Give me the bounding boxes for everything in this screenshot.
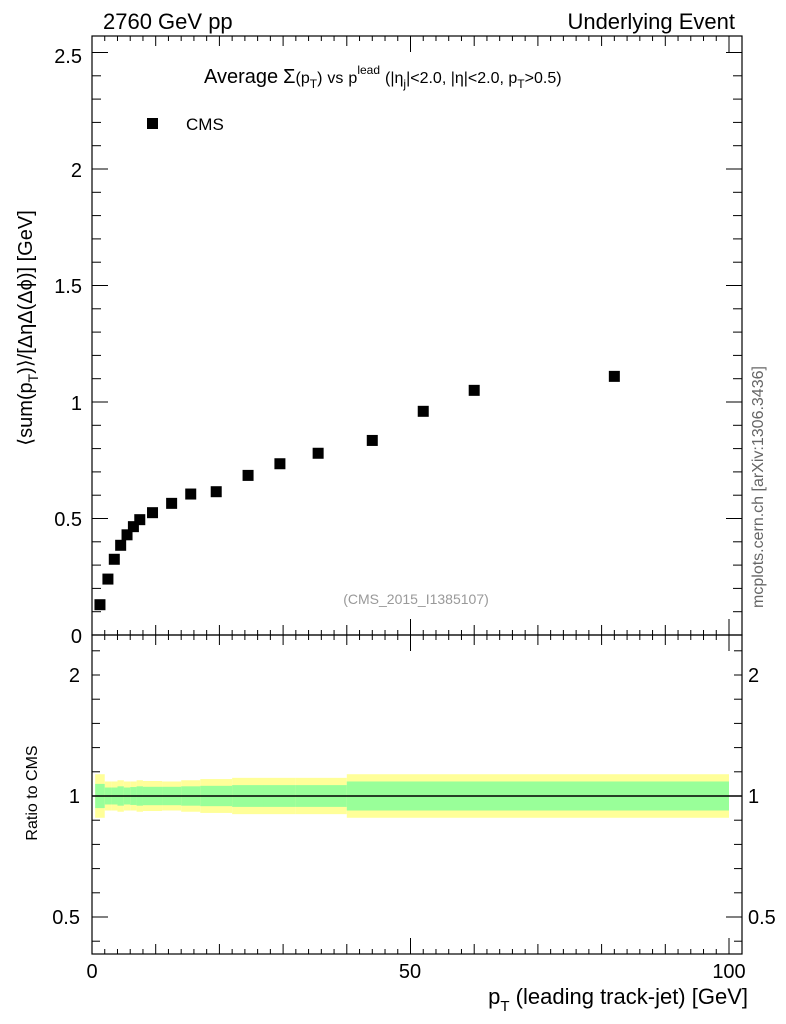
title-sub-j: j	[402, 77, 406, 91]
title-cond-end: >0.5)	[525, 70, 562, 87]
cms-data-point	[147, 507, 159, 519]
title-cond-open: (|η	[385, 70, 403, 87]
cms-data-point	[185, 488, 197, 500]
x-axis-label-pre: p	[488, 984, 500, 1009]
title-cond-mid: |<2.0, |η|<2.0, p	[406, 70, 517, 87]
legend-marker	[147, 118, 158, 129]
cms-data-point	[115, 539, 127, 551]
axis-ticks	[91, 36, 742, 954]
legend-label: CMS	[186, 115, 224, 134]
analysis-id-label: (CMS_2015_I1385107)	[343, 591, 489, 607]
chart-title: Average Σ(pT) vs plead (|ηj|<2.0, |η|<2.0, p…	[204, 63, 562, 91]
title-paren-open: (p	[296, 70, 310, 87]
cms-data-point	[366, 434, 378, 446]
ratio-y-tick-label: 1	[748, 786, 759, 808]
ratio-y-tick-labels-right: 0.5 1 2	[748, 665, 776, 929]
y-axis-label-pre: ⟨sum(p	[15, 382, 37, 445]
cms-data-point	[608, 370, 620, 382]
header-process-label: Underlying Event	[567, 9, 735, 34]
ratio-y-tick-labels-left: 0.5 1 2	[52, 665, 80, 929]
title-sigma: Σ	[283, 66, 295, 88]
title-average: Average	[204, 66, 278, 88]
cms-data-point	[166, 497, 178, 509]
y-tick-label: 0.5	[54, 509, 82, 531]
title-paren-close: )	[317, 70, 322, 87]
ratio-plot-frame	[91, 634, 743, 955]
ratio-y-tick-label: 2	[69, 665, 80, 687]
y-tick-label: 1	[71, 393, 82, 415]
x-axis-label: pT (leading track-jet) [GeV]	[488, 984, 748, 1015]
cms-data-point	[274, 458, 286, 470]
y-tick-label: 1.5	[54, 276, 82, 298]
main-y-tick-labels: 0 0.5 1 1.5 2 2.5	[54, 46, 82, 648]
x-axis-label-post: (leading track-jet) [GeV]	[510, 984, 748, 1009]
x-tick-label: 50	[399, 961, 421, 983]
title-p: p	[348, 70, 357, 87]
cms-data-point	[108, 553, 120, 565]
cms-data-point	[242, 469, 254, 481]
x-axis-label-sub: T	[500, 998, 509, 1015]
cms-data-point	[102, 573, 114, 585]
cms-data-point	[94, 599, 106, 611]
cms-data-point	[134, 514, 146, 526]
ratio-y-tick-label: 2	[748, 665, 759, 687]
y-tick-label: 0	[71, 626, 82, 648]
x-tick-label: 0	[86, 961, 97, 983]
title-sub-t: T	[310, 77, 318, 91]
cms-data-point	[468, 384, 480, 396]
y-axis-label-sub: T	[25, 373, 41, 382]
y-axis-label: ⟨sum(pT)⟩/[ΔηΔ(Δϕ)] [GeV]	[15, 210, 41, 445]
ratio-y-tick-label: 1	[69, 786, 80, 808]
cms-data-point	[127, 521, 139, 533]
cms-data-point	[121, 529, 133, 541]
watermark-label: mcplots.cern.ch [arXiv:1306.3436]	[750, 366, 767, 608]
header-energy-label: 2760 GeV pp	[103, 9, 233, 34]
y-tick-label: 2.5	[54, 46, 82, 68]
ratio-y-axis-label: Ratio to CMS	[24, 745, 41, 840]
ratio-y-tick-label: 0.5	[52, 907, 80, 929]
x-tick-label: 100	[712, 961, 745, 983]
y-tick-label: 2	[71, 160, 82, 182]
title-sub-t2: T	[517, 77, 525, 91]
legend: CMS	[147, 115, 224, 134]
x-tick-labels: 0 50 100	[86, 961, 745, 983]
cms-data-point	[312, 447, 324, 459]
title-vs: vs	[327, 70, 343, 87]
cms-data-point	[210, 486, 222, 498]
ratio-y-tick-label: 0.5	[748, 907, 776, 929]
title-sup-lead: lead	[357, 63, 380, 77]
cms-data-points	[94, 370, 620, 611]
cms-data-point	[417, 405, 429, 417]
y-axis-label-post: )⟩/[ΔηΔ(Δϕ)] [GeV]	[15, 210, 37, 374]
